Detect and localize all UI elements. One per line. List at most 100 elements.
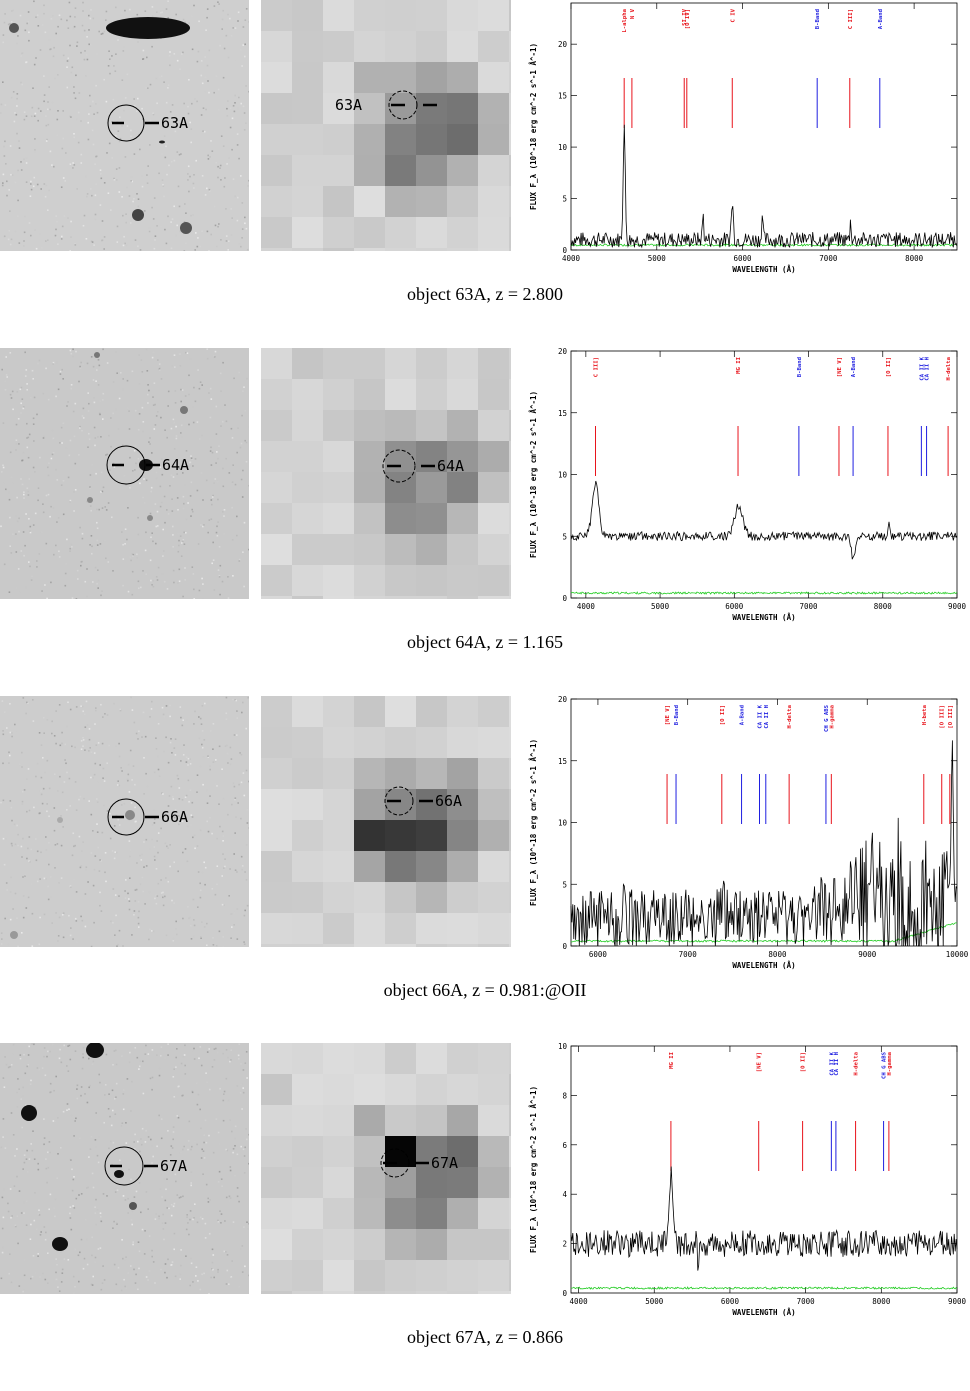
x-tick-label: 7000 [819,254,838,263]
xray-image: 63A [261,0,511,251]
xray-image: 64A [261,348,511,599]
error-spectrum-line [571,592,957,594]
x-tick-label: 7000 [800,602,819,611]
optical-image-svg: 67A [0,1043,249,1294]
line-id-label: [O III] [948,705,954,729]
y-tick-label: 5 [562,195,567,204]
xray-image: 66A [261,696,511,947]
line-id-label: [O IV] [685,9,691,29]
y-tick-label: 8 [562,1091,567,1100]
y-tick-label: 20 [558,696,568,704]
line-id-label: B-Band [815,9,821,29]
x-tick-label: 6000 [725,602,744,611]
line-id-label: A-Band [851,357,857,377]
y-axis-label: FLUX F_λ (10^-18 erg cm^-2 s^-1 Å^-1) [529,391,538,558]
optical-image: 66A [0,696,249,947]
line-id-label: B-Band [674,705,680,725]
line-id-label: [NE V] [757,1052,763,1072]
x-tick-label: 4000 [562,254,581,263]
y-tick-label: 0 [562,942,567,951]
x-axis-label: WAVELENGTH (Å) [732,265,795,274]
x-tick-label: 7000 [679,950,698,959]
source-blob [10,931,18,939]
source-blob [9,23,19,33]
optical-source-label: 66A [161,808,188,826]
line-id-label: H-gamma [829,704,835,728]
y-axis-label: FLUX F_λ (10^-18 erg cm^-2 s^-1 Å^-1) [529,1086,538,1253]
xray-image: 67A [261,1043,511,1294]
source-blob [106,17,190,39]
y-tick-label: 6 [562,1141,567,1150]
x-tick-label: 5000 [648,254,667,263]
x-tick-label: 10000 [946,950,968,959]
flux-spectrum-line [571,740,957,946]
line-id-label: CA II H [925,357,931,381]
source-blob [147,515,153,521]
y-tick-label: 15 [558,757,567,766]
source-blob [125,810,135,820]
optical-image-svg: 66A [0,696,249,947]
y-tick-label: 20 [558,348,568,356]
line-id-label: N V [630,8,636,19]
x-axis-label: WAVELENGTH (Å) [732,613,795,622]
x-axis-label: WAVELENGTH (Å) [732,1308,795,1317]
xray-image-svg: 66A [261,696,511,947]
line-id-label: H-beta [922,704,928,725]
plot-frame [571,351,957,598]
xray-source-label: 63A [335,96,362,114]
x-tick-label: 4000 [577,602,596,611]
x-tick-label: 7000 [797,1297,816,1306]
flux-spectrum-line [571,481,957,559]
y-axis-label: FLUX F_λ (10^-18 erg cm^-2 s^-1 Å^-1) [529,739,538,906]
line-id-label: MG II [736,357,742,374]
y-tick-label: 15 [558,409,567,418]
flux-spectrum-line [571,1167,957,1271]
x-tick-label: 5000 [651,602,670,611]
line-id-label: A-Band [878,9,884,29]
y-tick-label: 15 [558,92,567,101]
flux-spectrum-line [571,125,957,248]
line-id-label: [O II] [886,357,892,377]
line-id-label: H-gamma [887,1051,893,1075]
line-id-label: [O III] [940,705,946,729]
y-tick-label: 0 [562,1289,567,1298]
source-blob [21,1105,37,1121]
source-blob [87,497,93,503]
source-blob [114,1170,124,1178]
xray-image-svg: 63A [261,0,511,251]
xray-source-label: 67A [431,1154,458,1172]
x-tick-label: 6000 [734,254,753,263]
y-tick-label: 10 [558,143,568,152]
source-blob [132,209,144,221]
optical-image: 63A [0,0,249,251]
source-blob [180,222,192,234]
x-tick-label: 9000 [948,602,967,611]
line-id-label: C IV [730,8,736,22]
optical-source-label: 67A [160,1157,187,1175]
x-tick-label: 6000 [589,950,608,959]
x-tick-label: 4000 [570,1297,589,1306]
panel-caption: object 66A, z = 0.981:@OII [0,980,970,1001]
optical-image: 67A [0,1043,249,1294]
x-tick-label: 8000 [905,254,924,263]
optical-source-label: 63A [161,114,188,132]
line-id-label: B-Band [797,357,803,377]
y-tick-label: 2 [562,1240,567,1249]
optical-source-label: 64A [162,456,189,474]
y-tick-label: 5 [562,880,567,889]
x-tick-label: 9000 [948,1297,967,1306]
line-id-label: [O II] [720,705,726,725]
line-id-label: A-Band [740,705,746,725]
y-tick-label: 10 [558,1043,568,1051]
xray-image-svg: 67A [261,1043,511,1294]
line-id-label: CA II H [834,1052,840,1076]
source-blob [180,406,188,414]
line-id-label: H-delta [854,1051,860,1075]
line-id-label: MG II [669,1052,675,1069]
